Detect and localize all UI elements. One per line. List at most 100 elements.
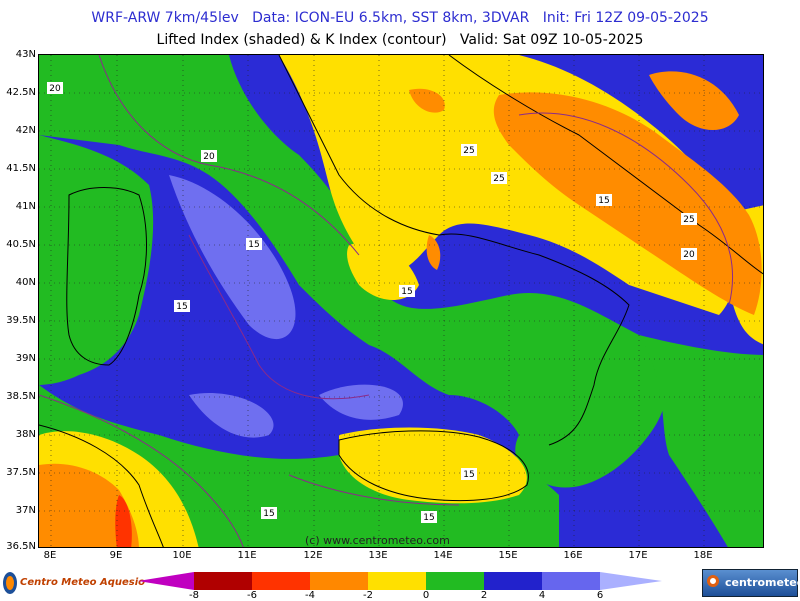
logo-emblem-shape [6, 576, 14, 590]
colorbar-tick: -8 [189, 590, 199, 601]
contour-label: 25 [463, 146, 474, 156]
africa-red-zone [115, 495, 132, 547]
contour-line [188, 234, 370, 400]
lat-label: 37.5N [6, 467, 36, 478]
lat-label: 37N [15, 505, 36, 516]
contour-label: 15 [423, 513, 434, 523]
lon-label: 12E [303, 550, 323, 561]
colorbar-tick: 2 [480, 590, 488, 601]
lat-label: 40.5N [6, 239, 36, 250]
sicily-yellow-zone [339, 427, 527, 504]
colorbar-tick: -6 [247, 590, 257, 601]
contour-label-box [174, 300, 190, 312]
contour-label: 25 [683, 215, 694, 225]
colorbar-tick: -4 [305, 590, 315, 601]
adriatic-coast [448, 55, 763, 275]
contour-line [288, 474, 460, 506]
strong-instability-zone [169, 175, 296, 340]
colorbar-tick: 4 [538, 590, 546, 601]
colorbar-segment [138, 572, 194, 590]
contour-label-box [201, 150, 217, 162]
africa-orange-zone [39, 463, 139, 547]
lon-label: 9E [109, 550, 123, 561]
italy-coast [278, 55, 630, 446]
contour-line [98, 55, 360, 256]
lat-label: 38.5N [6, 391, 36, 402]
colorbar-segment [310, 572, 368, 590]
weather-map: 20 20 25 25 15 25 20 15 15 15 15 15 15 [38, 54, 764, 548]
contour-label-box [681, 213, 697, 225]
contour-label: 15 [263, 509, 274, 519]
lon-label: 16E [563, 550, 583, 561]
contour-line [518, 112, 734, 306]
contour-label-box [491, 172, 507, 184]
contour-label: 15 [598, 196, 609, 206]
orange-zone [426, 235, 441, 270]
contour-label: 20 [203, 152, 215, 162]
contour-label-box [461, 144, 477, 156]
contour-label-box [246, 238, 262, 250]
contour-label-box [261, 507, 277, 519]
contour-label: 15 [463, 470, 474, 480]
orange-zone [649, 71, 739, 130]
contour-label: 20 [683, 250, 695, 260]
contour-label-box [596, 194, 612, 206]
lat-label: 41.5N [6, 163, 36, 174]
lat-label: 40N [15, 277, 36, 288]
contour-label: 20 [49, 84, 61, 94]
logo-ring-icon [707, 575, 719, 587]
africa-coast [39, 424, 164, 547]
contour-label-box [421, 511, 437, 523]
lat-label: 36.5N [6, 541, 36, 552]
title-line-1: WRF-ARW 7km/45lev Data: ICON-EU 6.5km, S… [91, 10, 709, 26]
logo-left-text: Centro Meteo Aquesio [20, 577, 145, 588]
lat-label: 42.5N [6, 87, 36, 98]
strong-instability-zone [189, 393, 274, 438]
lifted-index-colorbar [138, 572, 662, 590]
lon-label: 15E [498, 550, 518, 561]
colorbar-segment [194, 572, 252, 590]
lat-label: 43N [15, 49, 36, 60]
lat-label: 42N [15, 125, 36, 136]
colorbar-tick: 6 [596, 590, 604, 601]
colorbar-segment [484, 572, 542, 590]
k-index-contours [39, 55, 734, 547]
centro-meteo-aquesio-logo: Centro Meteo Aquesio [2, 570, 145, 596]
sardinia-coast [66, 187, 147, 366]
lon-label: 8E [43, 550, 57, 561]
contour-label-box [461, 468, 477, 480]
contour-line [39, 394, 244, 547]
colorbar-tick: -2 [363, 590, 373, 601]
sicily-coast [338, 430, 529, 502]
lat-label: 39.5N [6, 315, 36, 326]
contour-label: 15 [248, 240, 259, 250]
logo-emblem-icon [3, 572, 17, 594]
strong-instability-zone [319, 384, 403, 420]
contour-label: 15 [401, 287, 412, 297]
colorbar-tick: 0 [422, 590, 430, 601]
coastlines [39, 55, 763, 547]
colorbar-segment [426, 572, 484, 590]
ionian-green-zone [639, 335, 763, 547]
lon-label: 14E [433, 550, 453, 561]
orange-zone [409, 88, 445, 113]
contour-label: 15 [176, 302, 187, 312]
lat-label: 41N [15, 201, 36, 212]
centrometeo-logo: centrometeo [702, 569, 800, 597]
lon-label: 18E [693, 550, 713, 561]
contour-label-box [399, 285, 415, 297]
title-line-2: Lifted Index (shaded) & K Index (contour… [156, 32, 644, 48]
lon-label: 10E [172, 550, 192, 561]
colorbar-segment [542, 572, 600, 590]
contour-label-box [47, 82, 63, 94]
colorbar-segment [368, 572, 426, 590]
lat-label: 38N [15, 429, 36, 440]
contour-labels: 20 20 25 25 15 25 20 15 15 15 15 15 15 [47, 82, 697, 523]
logo-right-text: centrometeo [725, 576, 800, 589]
lon-label: 11E [237, 550, 257, 561]
lat-label: 39N [15, 353, 36, 364]
contour-label: 25 [493, 174, 504, 184]
lon-label: 17E [628, 550, 648, 561]
copyright-watermark: (c) www.centrometeo.com [305, 534, 450, 547]
map-svg: 20 20 25 25 15 25 20 15 15 15 15 15 15 [39, 55, 763, 547]
